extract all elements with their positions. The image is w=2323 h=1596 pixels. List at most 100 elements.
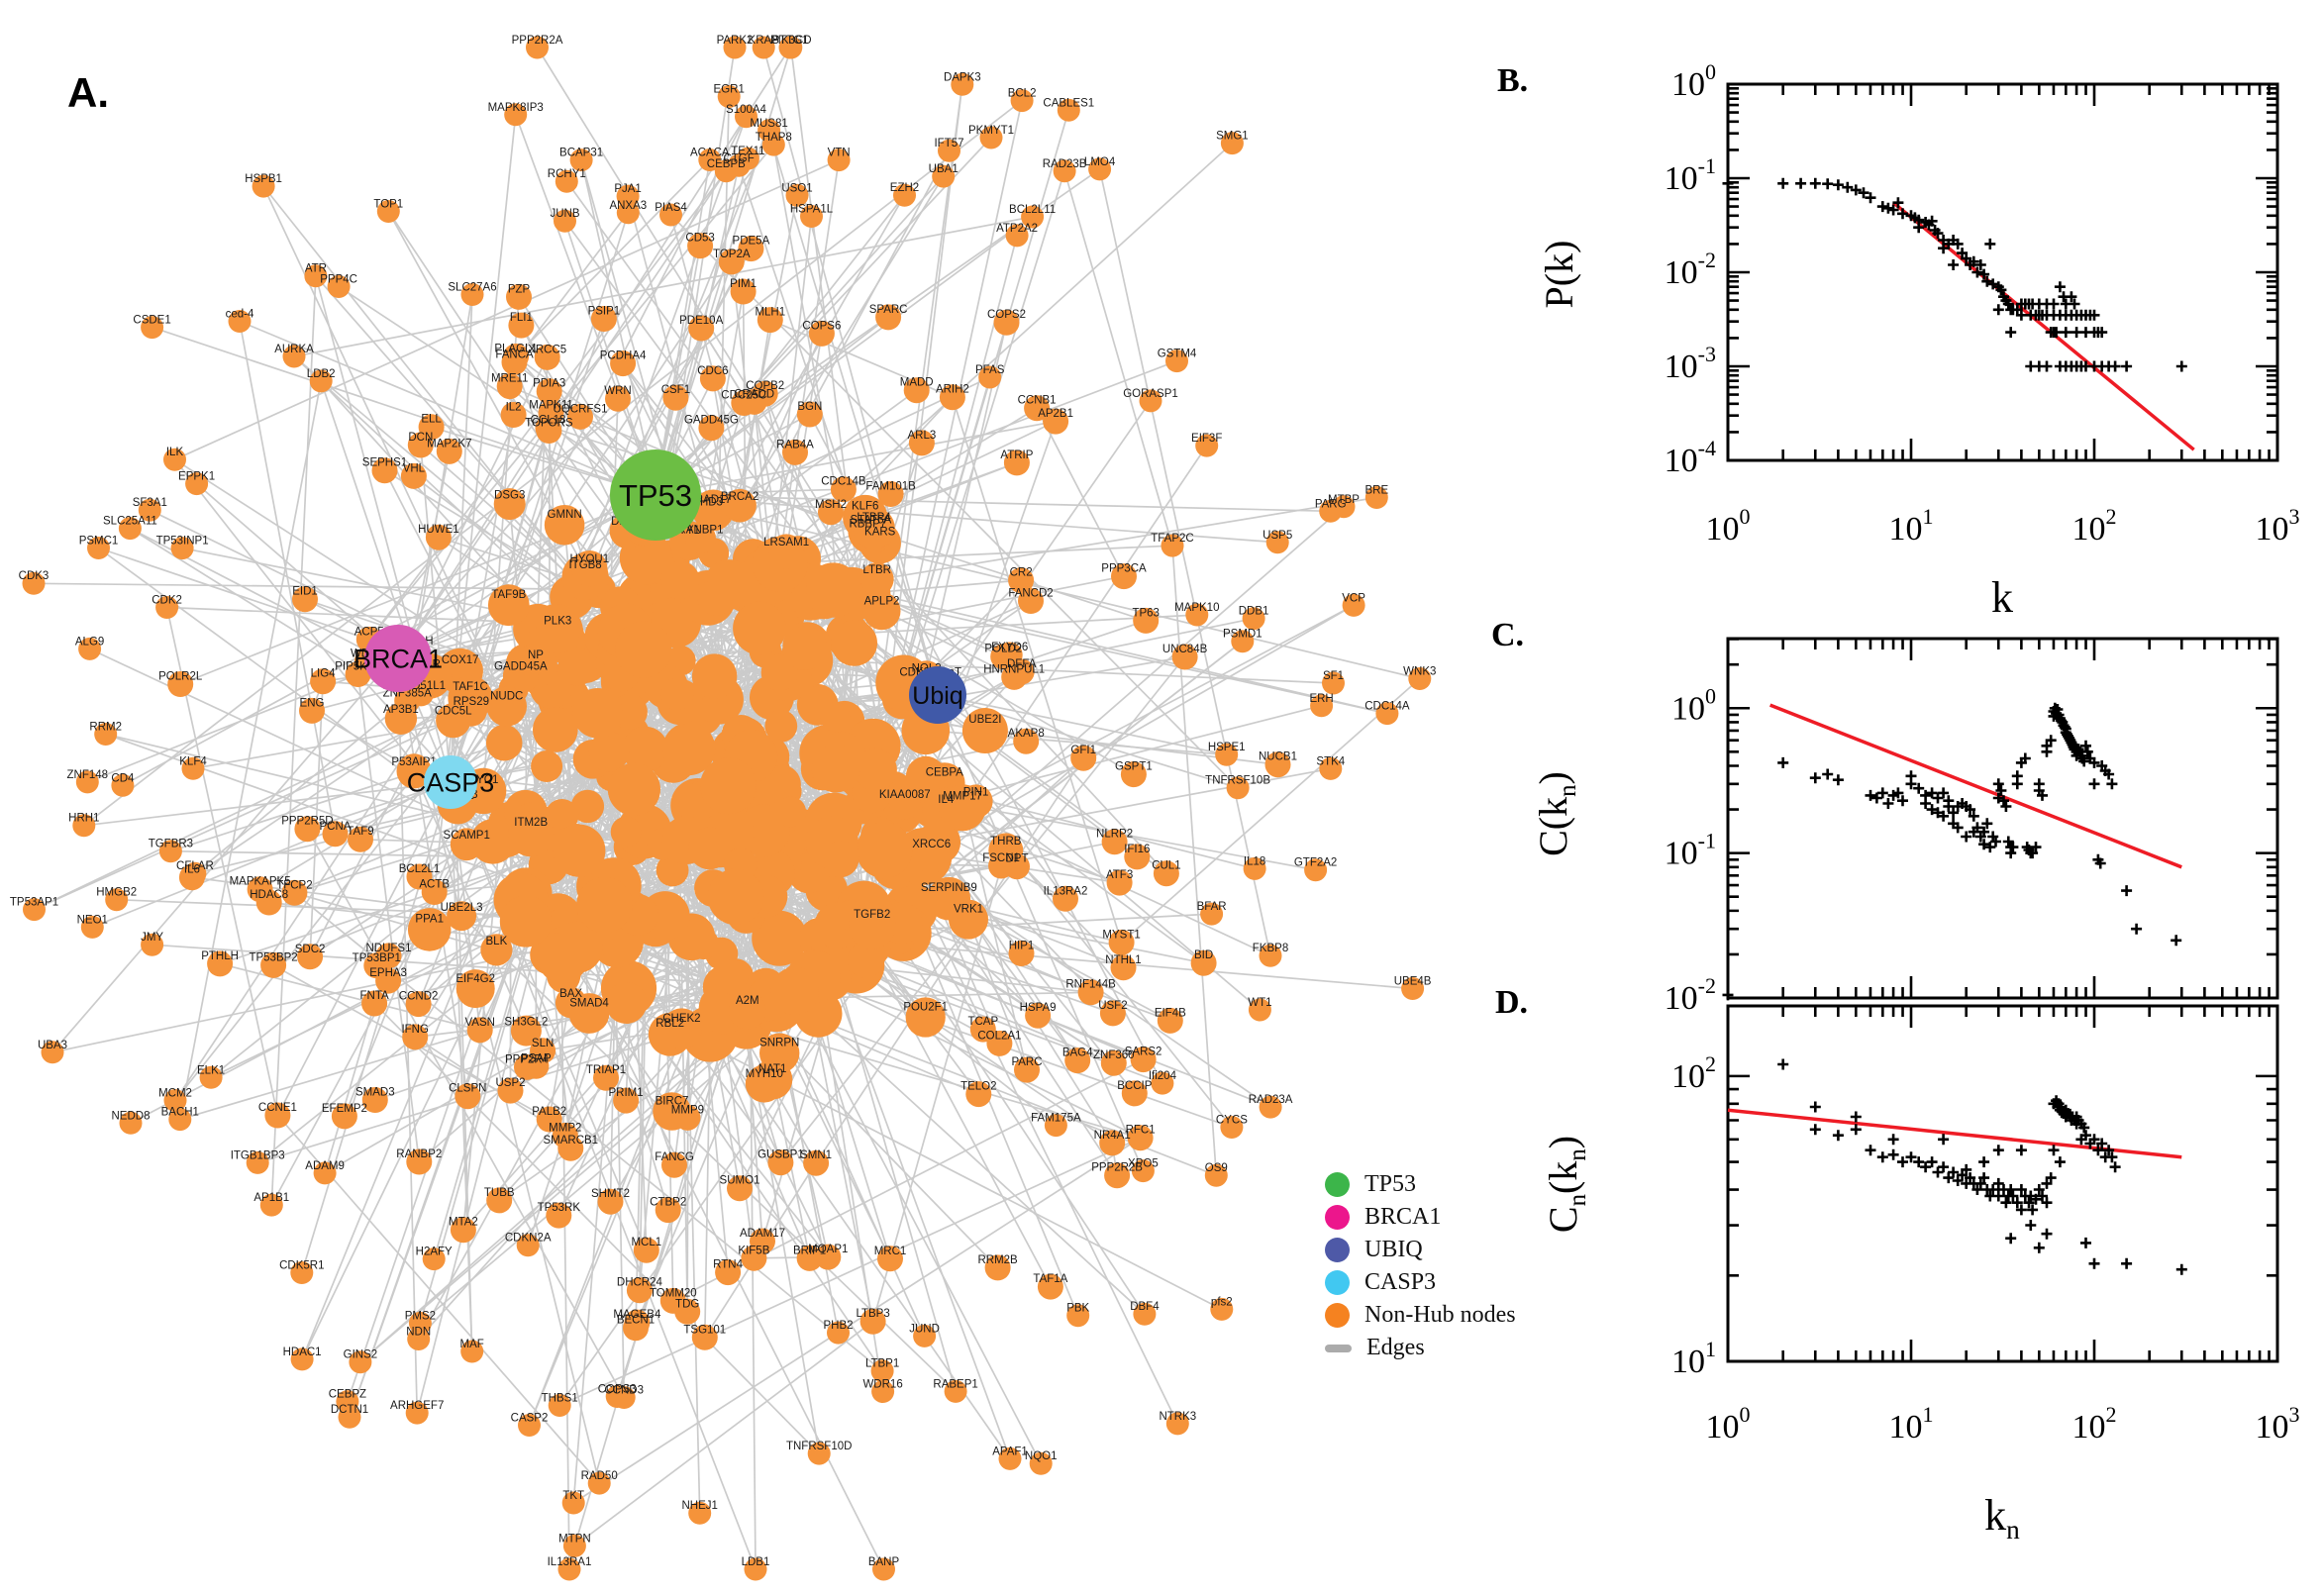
svg-text:IL13RA1: IL13RA1 <box>548 1556 592 1568</box>
svg-text:ATP2A2: ATP2A2 <box>996 223 1038 235</box>
svg-text:DHCR24: DHCR24 <box>617 1277 663 1289</box>
y-tick-label: 10-1 <box>1665 153 1716 197</box>
svg-text:GADD45A: GADD45A <box>494 660 548 672</box>
scatter-points <box>1722 702 2182 1001</box>
svg-text:HDAC8: HDAC8 <box>250 889 288 901</box>
svg-text:CASP2: CASP2 <box>511 1413 549 1425</box>
x-tick-label: 103 <box>2256 504 2300 548</box>
svg-text:VCP: VCP <box>1342 592 1365 604</box>
svg-text:KIAA0087: KIAA0087 <box>879 789 931 801</box>
svg-text:EPPK1: EPPK1 <box>178 471 215 483</box>
svg-text:TP53BP2: TP53BP2 <box>249 951 297 963</box>
svg-text:ITGB8: ITGB8 <box>568 559 601 571</box>
y-tick-label: 100 <box>1671 683 1716 727</box>
svg-text:TAF9B: TAF9B <box>491 589 526 601</box>
svg-text:PIM1: PIM1 <box>730 278 757 290</box>
svg-text:PIAS4: PIAS4 <box>655 202 687 214</box>
svg-text:GFI1: GFI1 <box>1070 745 1096 756</box>
svg-text:H2AFY: H2AFY <box>416 1247 453 1258</box>
svg-text:GORASP1: GORASP1 <box>1123 388 1178 400</box>
svg-text:RAD23A: RAD23A <box>1249 1094 1293 1106</box>
svg-text:GSTM4: GSTM4 <box>1158 349 1197 360</box>
svg-text:BANP: BANP <box>868 1556 900 1568</box>
network-legend: TP53 BRCA1 UBIQ CASP3 Non-Hub nodes Edge… <box>1325 1168 1516 1364</box>
svg-text:PLK3: PLK3 <box>544 615 571 627</box>
svg-text:LTBP4: LTBP4 <box>857 512 891 524</box>
svg-text:ARHGEF7: ARHGEF7 <box>390 1400 444 1412</box>
svg-text:RBBP7: RBBP7 <box>849 518 886 530</box>
svg-text:PHB2: PHB2 <box>823 1320 853 1332</box>
svg-text:DCTN1: DCTN1 <box>331 1404 368 1416</box>
svg-text:ARIH2: ARIH2 <box>936 384 969 396</box>
network-nonhub-nodes <box>22 36 1432 1581</box>
panel-b: 100 101 102 103 100 10-1 10-2 10-3 10-4 k P(k) B. <box>1497 59 2300 622</box>
svg-text:A2M: A2M <box>736 995 759 1007</box>
svg-text:PRIM1: PRIM1 <box>609 1087 644 1099</box>
svg-text:AP2B1: AP2B1 <box>1038 408 1073 420</box>
network-hub-nodes: TP53 BRCA1 Ubiq CASP3 <box>354 449 966 809</box>
y-axis-title: C(kn​) <box>1531 771 1581 856</box>
svg-text:PSIP1: PSIP1 <box>588 305 621 317</box>
svg-text:POLR2L: POLR2L <box>158 670 203 682</box>
svg-text:CDC5L: CDC5L <box>435 706 472 718</box>
svg-text:KLF4: KLF4 <box>179 755 207 767</box>
hub-label-ubiq: Ubiq <box>912 682 962 710</box>
svg-text:MAP2K7: MAP2K7 <box>427 438 471 449</box>
svg-text:KRAS: KRAS <box>749 35 780 47</box>
svg-text:HYOU1: HYOU1 <box>569 553 609 565</box>
svg-text:COPS6: COPS6 <box>802 320 841 332</box>
svg-text:TCAP: TCAP <box>967 1016 998 1028</box>
svg-text:SPARC: SPARC <box>869 304 908 316</box>
svg-text:MRE11: MRE11 <box>491 373 529 385</box>
svg-text:POU2F1: POU2F1 <box>903 1001 948 1013</box>
svg-text:FXYD6: FXYD6 <box>991 642 1028 653</box>
svg-text:ANXA3: ANXA3 <box>609 200 647 212</box>
hub-label-casp3: CASP3 <box>407 767 495 797</box>
svg-text:GTF2A2: GTF2A2 <box>1294 857 1337 869</box>
svg-text:MYST1: MYST1 <box>1102 929 1140 941</box>
svg-text:IL18: IL18 <box>1244 855 1265 867</box>
svg-text:PDE10A: PDE10A <box>679 315 723 327</box>
svg-text:COPB2: COPB2 <box>746 380 784 392</box>
svg-text:SERPINB9: SERPINB9 <box>921 882 977 894</box>
legend-item-ubiq: UBIQ <box>1325 1234 1516 1266</box>
svg-text:LTBP3: LTBP3 <box>856 1308 889 1320</box>
axis-ticks <box>1726 638 2279 1000</box>
svg-text:CRADD: CRADD <box>734 388 774 400</box>
svg-text:SEPHS1: SEPHS1 <box>362 457 407 469</box>
y-tick-label: 10-4 <box>1665 436 1716 479</box>
svg-text:ELL: ELL <box>421 414 442 426</box>
svg-text:FAM101B: FAM101B <box>865 481 916 493</box>
svg-text:BRCA2: BRCA2 <box>721 491 758 503</box>
svg-text:BCL2L1: BCL2L1 <box>399 863 441 875</box>
svg-text:TGFBR3: TGFBR3 <box>149 839 193 850</box>
svg-text:P53AIP1: P53AIP1 <box>391 756 436 768</box>
svg-text:COPS3: COPS3 <box>598 1383 637 1395</box>
svg-text:RAB4A: RAB4A <box>776 439 814 450</box>
svg-text:SCAMP1: SCAMP1 <box>444 830 490 842</box>
svg-text:MTA2: MTA2 <box>449 1217 478 1229</box>
x-axis-title: k <box>1991 573 2013 622</box>
svg-text:EID1: EID1 <box>292 586 318 598</box>
legend-item-edges: Edges <box>1325 1332 1516 1364</box>
svg-text:RAD17: RAD17 <box>695 494 732 506</box>
svg-text:RRM2: RRM2 <box>89 721 122 733</box>
svg-text:WRN: WRN <box>604 385 631 397</box>
svg-text:EFEMP2: EFEMP2 <box>322 1103 367 1115</box>
svg-text:MOAP1: MOAP1 <box>808 1244 848 1255</box>
svg-text:TP53BP1: TP53BP1 <box>353 952 401 964</box>
svg-text:STAT5A: STAT5A <box>851 514 892 526</box>
svg-text:FANCA: FANCA <box>495 349 534 360</box>
svg-text:SMN1: SMN1 <box>800 1149 832 1161</box>
svg-text:BLK: BLK <box>486 936 508 948</box>
svg-text:SNRPN: SNRPN <box>759 1038 799 1049</box>
svg-text:RFC1: RFC1 <box>1126 1125 1156 1137</box>
svg-text:HNRNPUL1: HNRNPUL1 <box>983 663 1045 675</box>
panel-c: 100 10-1 10-2 C(kn​) C. <box>1491 617 2279 1017</box>
svg-text:USP2: USP2 <box>495 1077 525 1089</box>
svg-text:NLRP2: NLRP2 <box>1096 829 1133 841</box>
svg-text:DCN: DCN <box>408 432 433 444</box>
svg-text:BCAP31: BCAP31 <box>559 148 603 159</box>
svg-text:BAX: BAX <box>559 988 582 1000</box>
svg-text:LTBP1: LTBP1 <box>865 1358 899 1370</box>
